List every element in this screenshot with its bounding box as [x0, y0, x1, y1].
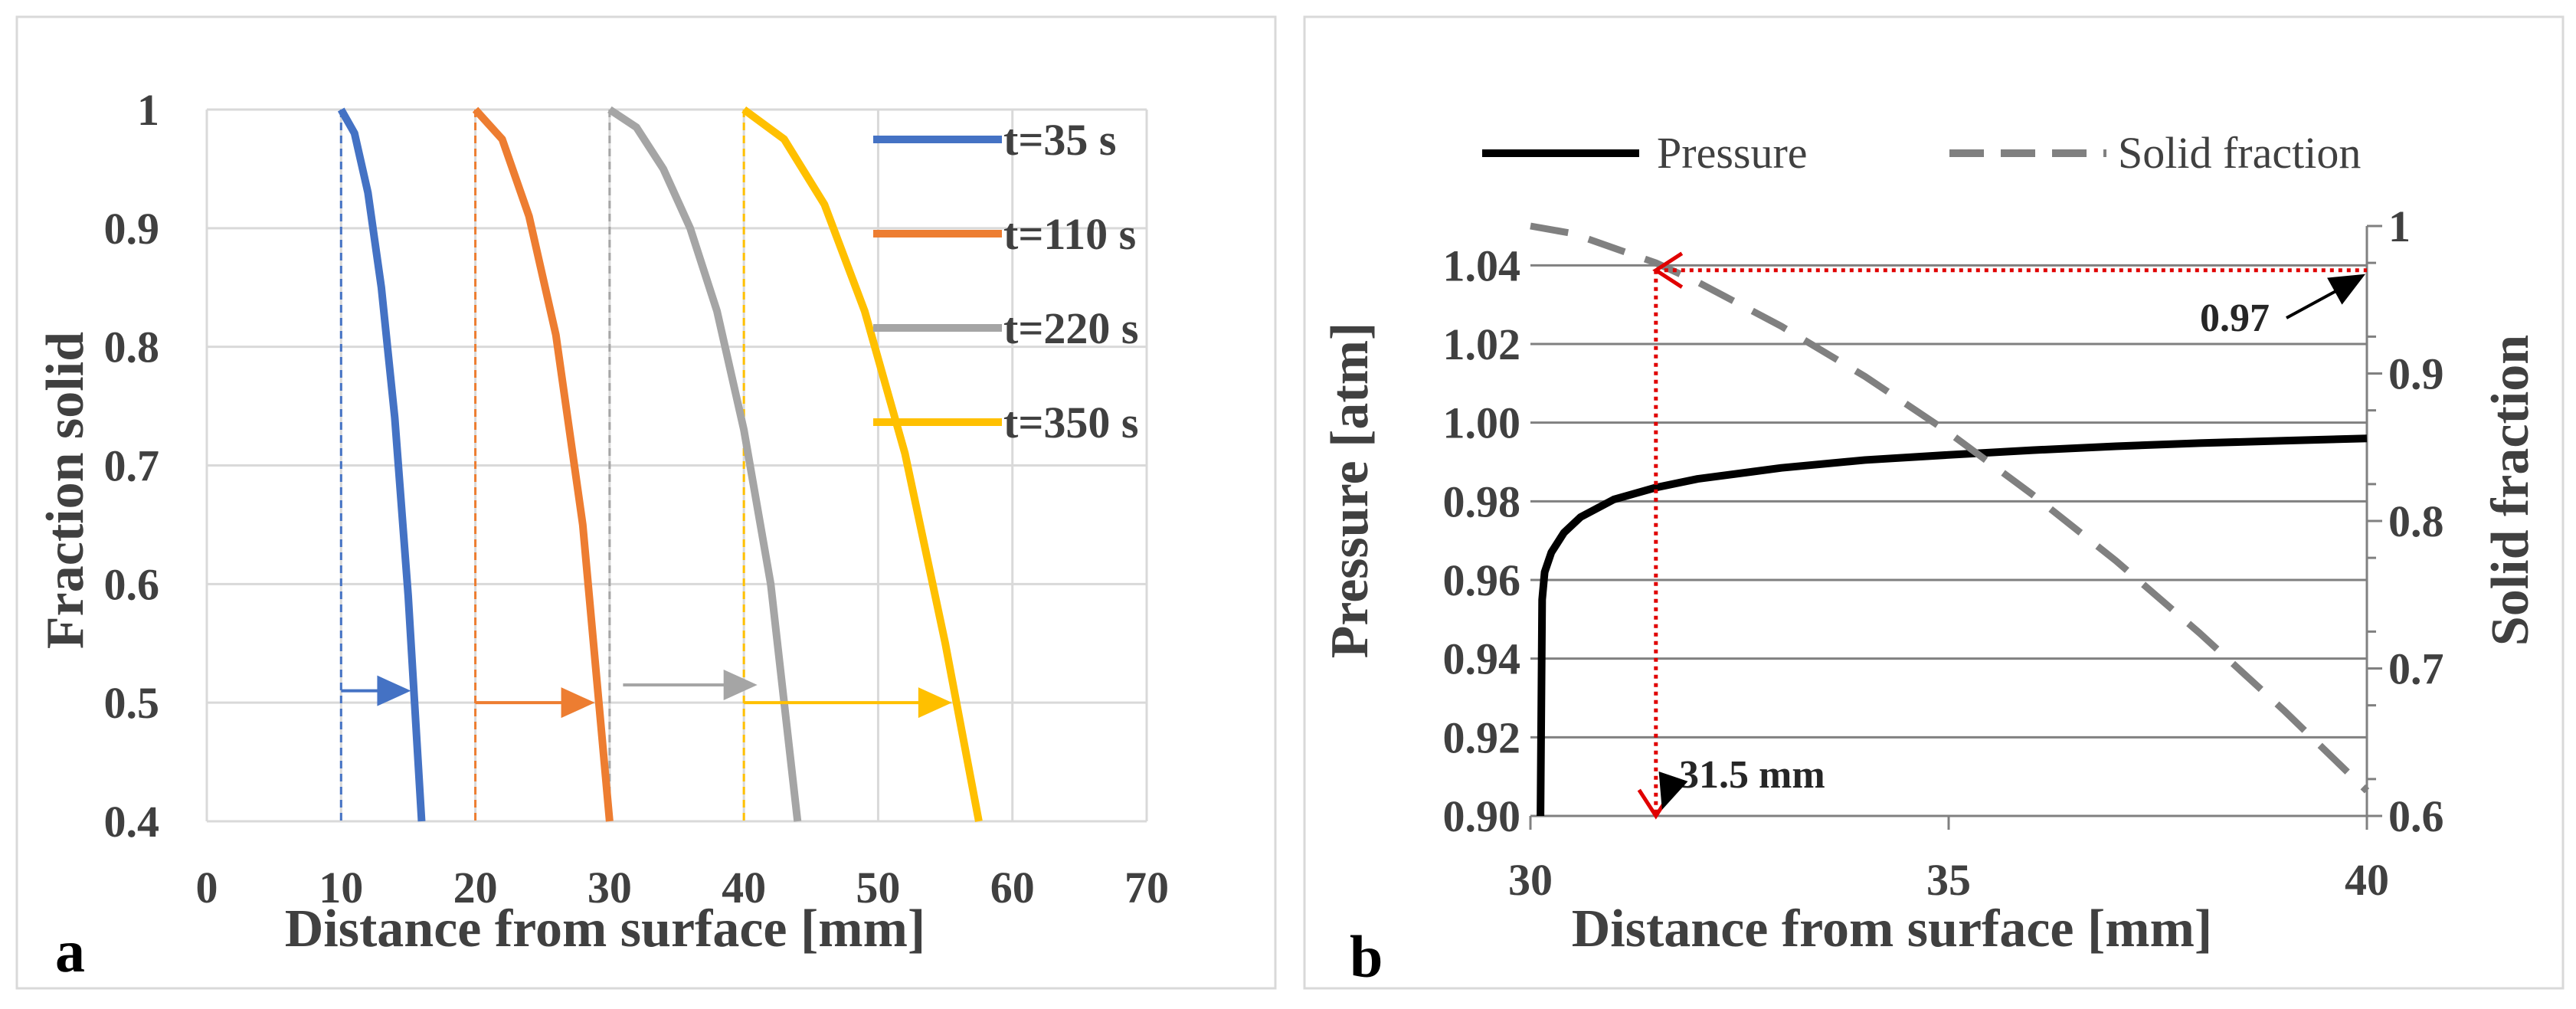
panel-b-y-tick-labels: 0.90 0.92 0.94 0.96 0.98 1.00 1.02 1.04 [1443, 241, 1521, 841]
legend-label: t=110 s [1003, 209, 1136, 259]
panel-a-legend: t=35 s t=110 s t=220 s t=350 s [873, 115, 1138, 447]
y2-tick-label: 0.6 [2388, 791, 2444, 841]
shift-arrow-head [918, 687, 952, 719]
panel-a-arrows [341, 669, 952, 719]
panel-a-y-axis-label: Fraction solid [36, 332, 95, 649]
y-tick-label: 0.8 [104, 323, 160, 372]
y-tick-label: 0.90 [1443, 791, 1521, 841]
panel-b: 0.97 31.5 mm 30 35 40 0.90 0.92 0.94 0.96 0.98 1… [1303, 15, 2565, 990]
guide-arrow-left [1652, 251, 1684, 289]
y-tick-label: 1.02 [1443, 319, 1521, 369]
series-line [472, 106, 614, 822]
panel-a-y-tick-labels: 0.4 0.5 0.6 0.7 0.8 0.9 1 [104, 85, 160, 847]
panel-a-x-tick-labels: 0 10 20 30 40 50 60 70 [196, 863, 1170, 912]
x-tick-label: 10 [319, 863, 363, 912]
annotation-text: 31.5 mm [1679, 753, 1825, 797]
y2-tick-label: 1 [2388, 201, 2411, 251]
y-tick-label: 0.7 [104, 441, 160, 491]
x-tick-label: 70 [1124, 863, 1169, 912]
x-tick-label: 30 [1508, 855, 1553, 905]
x-tick-label: 40 [722, 863, 766, 912]
panel-b-y2-tick-labels: 0.6 0.7 0.8 0.9 1 [2388, 201, 2444, 841]
annotation-pointer-line [2286, 287, 2341, 319]
panel-b-label: b [1350, 923, 1383, 990]
x-tick-label: 60 [990, 863, 1035, 912]
legend-label: t=220 s [1003, 303, 1138, 353]
legend-label: Solid fraction [2118, 128, 2361, 178]
shift-arrow-head [723, 669, 758, 700]
series-line [741, 106, 983, 822]
panel-b-x-tick-labels: 30 35 40 [1508, 855, 2389, 905]
panel-b-frame [1303, 15, 2565, 990]
panel-b-x-axis-label: Distance from surface [mm] [1572, 899, 2212, 958]
legend-label: Pressure [1657, 128, 1808, 178]
x-tick-label: 40 [2345, 855, 2389, 905]
y-tick-label: 1.04 [1443, 241, 1521, 290]
legend-label: t=35 s [1003, 115, 1116, 165]
y2-tick-label: 0.8 [2388, 496, 2444, 546]
x-tick-label: 20 [453, 863, 498, 912]
panel-a-frame [15, 15, 1277, 990]
y-tick-label: 0.5 [104, 678, 160, 728]
panel-a-label: a [55, 918, 85, 984]
annotation-pointer-head [1658, 771, 1688, 810]
annotation-pointer-head [2327, 274, 2365, 305]
panel-b-curves [1530, 222, 2370, 817]
x-tick-label: 30 [588, 863, 632, 912]
series-line [607, 106, 802, 822]
series-line [337, 107, 426, 822]
series-line [1530, 222, 2370, 794]
y-tick-label: 0.94 [1443, 634, 1521, 684]
y-tick-label: 1 [137, 85, 159, 135]
panel-b-y2-axis-label: Solid fraction [2481, 335, 2540, 646]
x-tick-label: 35 [1926, 855, 1971, 905]
annotation-text: 0.97 [2200, 296, 2270, 340]
panel-a-curves [337, 106, 983, 822]
panel-b-grid [1529, 224, 2382, 830]
y-tick-label: 1.00 [1443, 398, 1521, 448]
shift-arrow-head [377, 675, 411, 706]
shift-arrow-head [561, 687, 595, 719]
y2-tick-label: 0.9 [2388, 349, 2444, 399]
y-tick-label: 0.4 [104, 797, 160, 847]
series-line [1537, 434, 2368, 817]
panel-b-guides: 0.97 31.5 mm [1637, 251, 2367, 820]
x-tick-label: 50 [856, 863, 900, 912]
y-tick-label: 0.92 [1443, 713, 1521, 762]
x-tick-label: 0 [196, 863, 218, 912]
y-tick-label: 0.6 [104, 559, 160, 609]
legend-label: t=350 s [1003, 398, 1138, 447]
panel-b-y-axis-label: Pressure [atm] [1321, 323, 1380, 659]
panel-a-x-axis-label: Distance from surface [mm] [285, 899, 925, 958]
y2-tick-label: 0.7 [2388, 644, 2444, 694]
panel-a: 0 10 20 30 40 50 60 70 0.4 0.5 0.6 0.7 0.8 0.9 1 t=35… [15, 15, 1277, 990]
panel-b-legend: Pressure Solid fraction [1482, 128, 2361, 178]
y-tick-label: 0.98 [1443, 477, 1521, 526]
y-tick-label: 0.9 [104, 204, 160, 254]
y-tick-label: 0.96 [1443, 555, 1521, 605]
